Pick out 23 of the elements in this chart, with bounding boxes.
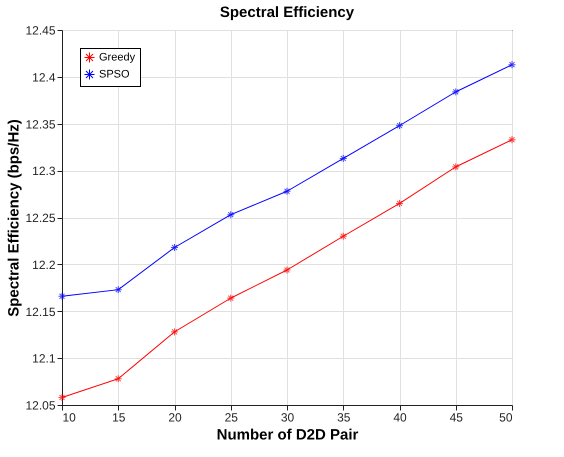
y-tick-label: 12.25: [25, 211, 56, 225]
x-tick-label: 50: [499, 410, 513, 424]
x-tick-label: 25: [224, 410, 238, 424]
x-tick-label: 30: [280, 410, 294, 424]
legend-label: Greedy: [99, 52, 136, 64]
y-tick-label: 12.2: [32, 258, 56, 272]
x-tick-label: 40: [393, 410, 407, 424]
x-tick-label: 10: [62, 410, 76, 424]
chart-title: Spectral Efficiency: [220, 4, 355, 21]
y-tick-label: 12.45: [25, 24, 56, 38]
x-axis-title: Number of D2D Pair: [216, 426, 359, 444]
y-tick-label: 12.05: [25, 398, 56, 412]
y-tick-label: 12.1: [32, 352, 56, 366]
y-tick-label: 12.3: [32, 164, 56, 178]
y-tick-label: 12.15: [25, 304, 56, 319]
y-tick-label: 12.4: [32, 70, 56, 84]
y-tick-label: 12.35: [25, 117, 56, 132]
y-axis-title: Spectral Efficiency (bps/Hz): [5, 119, 22, 317]
x-tick-label: 15: [112, 410, 126, 424]
x-tick-label: 20: [168, 410, 182, 424]
x-tick-label: 35: [337, 410, 351, 424]
legend-label: SPSO: [99, 68, 130, 80]
x-tick-label: 45: [450, 410, 464, 424]
